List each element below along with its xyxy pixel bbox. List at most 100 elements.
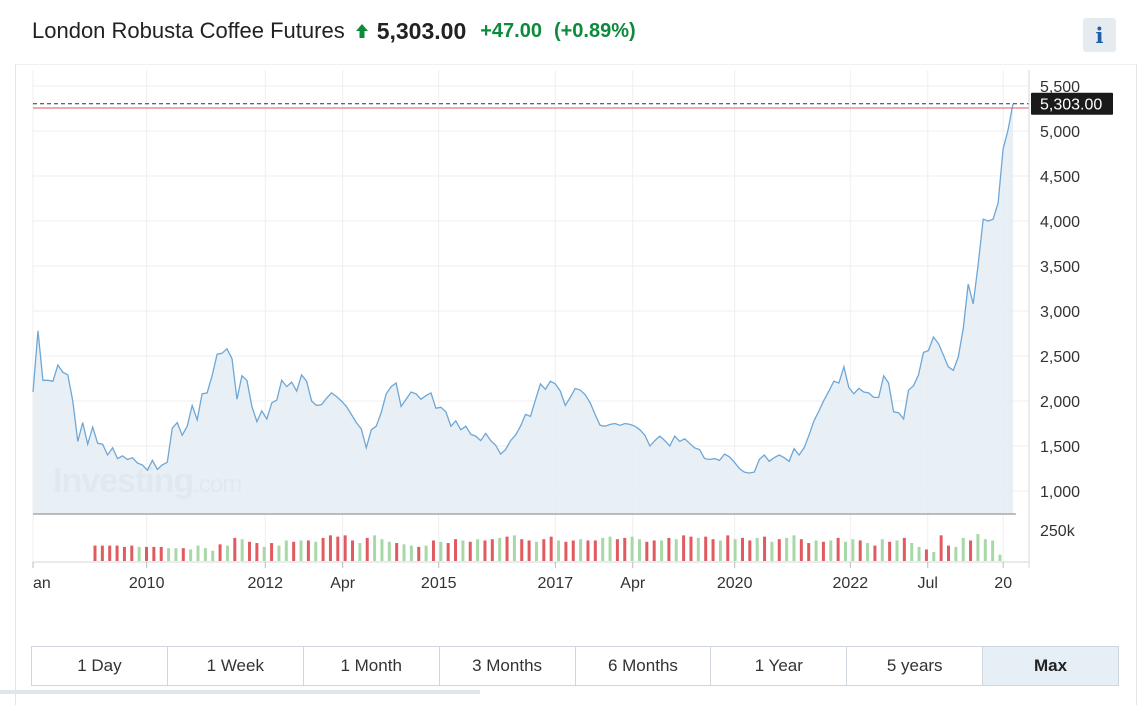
price-area-fill: [33, 103, 1013, 514]
volume-bar: [755, 537, 759, 561]
volume-bar: [240, 539, 244, 561]
volume-bar: [468, 541, 472, 561]
volume-bar: [917, 546, 921, 561]
x-tick-label: 2020: [717, 575, 753, 592]
volume-bar: [461, 540, 465, 561]
range-tab-1-year[interactable]: 1 Year: [711, 647, 848, 685]
x-tick-label: Jul: [918, 575, 938, 592]
volume-bar: [402, 544, 406, 561]
volume-bar: [395, 543, 399, 561]
volume-bar: [770, 541, 774, 561]
volume-bar: [152, 546, 156, 561]
info-icon-glyph: i: [1095, 22, 1104, 48]
volume-bar: [505, 536, 509, 561]
info-icon[interactable]: i: [1083, 18, 1116, 52]
range-tab-3-months[interactable]: 3 Months: [439, 647, 576, 685]
range-tab-1-week[interactable]: 1 Week: [167, 647, 304, 685]
volume-bar: [733, 539, 737, 561]
volume-bar: [122, 546, 126, 561]
volume-bar: [159, 546, 163, 561]
volume-bar: [726, 535, 730, 561]
volume-bar: [218, 544, 222, 561]
volume-bar: [115, 545, 119, 561]
volume-bar: [262, 546, 266, 561]
volume-bar: [593, 540, 597, 561]
volume-bar: [351, 540, 355, 561]
last-price-badge-label: 5,303.00: [1040, 97, 1102, 114]
range-tab-5-years[interactable]: 5 years: [847, 647, 984, 685]
range-tab-1-month[interactable]: 1 Month: [303, 647, 440, 685]
volume-bar: [137, 546, 141, 561]
volume-bar: [777, 539, 781, 561]
x-tick-label: Apr: [620, 575, 646, 592]
x-tick-label: Apr: [330, 575, 356, 592]
volume-bar: [181, 548, 185, 561]
volume-bar: [417, 546, 421, 561]
volume-bar: [358, 543, 362, 561]
volume-bar: [512, 535, 516, 561]
x-tick-label: 2017: [538, 575, 574, 592]
range-tab-max[interactable]: Max: [983, 647, 1118, 685]
volume-bar: [343, 535, 347, 561]
volume-bar: [623, 537, 627, 561]
volume-bar: [748, 540, 752, 561]
volume-bar: [314, 541, 318, 561]
volume-bar: [991, 540, 995, 561]
price-change: +47.00: [480, 19, 542, 42]
x-tick-label: 2022: [833, 575, 869, 592]
volume-bar: [189, 549, 193, 561]
volume-bar: [799, 539, 803, 561]
volume-bar: [792, 535, 796, 561]
volume-bar: [196, 545, 200, 561]
last-price: 5,303.00: [376, 17, 467, 44]
volume-bar: [983, 539, 987, 561]
volume-bar: [829, 540, 833, 561]
x-tick-label: 2015: [421, 575, 457, 592]
range-tab-6-months[interactable]: 6 Months: [575, 647, 712, 685]
volume-bar: [954, 546, 958, 561]
y-tick-label: 2,000: [1040, 394, 1080, 411]
volume-bar: [873, 545, 877, 561]
volume-bar: [785, 537, 789, 561]
volume-bar: [674, 539, 678, 561]
y-tick-label: 5,500: [1040, 79, 1080, 96]
y-tick-label: 3,000: [1040, 304, 1080, 321]
volume-bar: [763, 536, 767, 561]
volume-bar: [564, 541, 568, 561]
volume-bar: [961, 537, 965, 561]
volume-bar: [902, 537, 906, 561]
range-tab-1-day[interactable]: 1 Day: [32, 647, 168, 685]
volume-bar: [814, 540, 818, 561]
y-tick-label: 5,000: [1040, 124, 1080, 141]
volume-bar: [299, 540, 303, 561]
volume-bar: [93, 545, 97, 561]
volume-bar: [557, 540, 561, 561]
volume-bar: [542, 539, 546, 561]
volume-bar: [652, 540, 656, 561]
price-chart[interactable]: Investing.com1,0001,5002,0002,5003,0003,…: [0, 0, 1143, 640]
volume-bar: [939, 535, 943, 561]
volume-bar: [328, 535, 332, 561]
up-arrow-icon: [355, 23, 369, 39]
volume-bar: [682, 535, 686, 561]
volume-bar: [130, 545, 134, 561]
volume-bar: [932, 552, 936, 561]
volume-bar: [571, 540, 575, 561]
volume-bar: [608, 536, 612, 561]
volume-bar: [601, 537, 605, 561]
volume-bar: [431, 540, 435, 561]
volume-bar: [718, 540, 722, 561]
volume-bar: [108, 545, 112, 561]
volume-bar: [498, 537, 502, 561]
volume-bar: [740, 537, 744, 561]
volume-bar: [284, 540, 288, 561]
x-tick-label: 2010: [129, 575, 165, 592]
volume-bar: [225, 545, 229, 561]
volume-bar: [946, 545, 950, 561]
volume-bar: [615, 539, 619, 561]
volume-bar: [211, 550, 215, 561]
volume-bar: [446, 543, 450, 561]
volume-bar: [660, 540, 664, 561]
volume-bar: [843, 541, 847, 561]
volume-bar: [630, 536, 634, 561]
